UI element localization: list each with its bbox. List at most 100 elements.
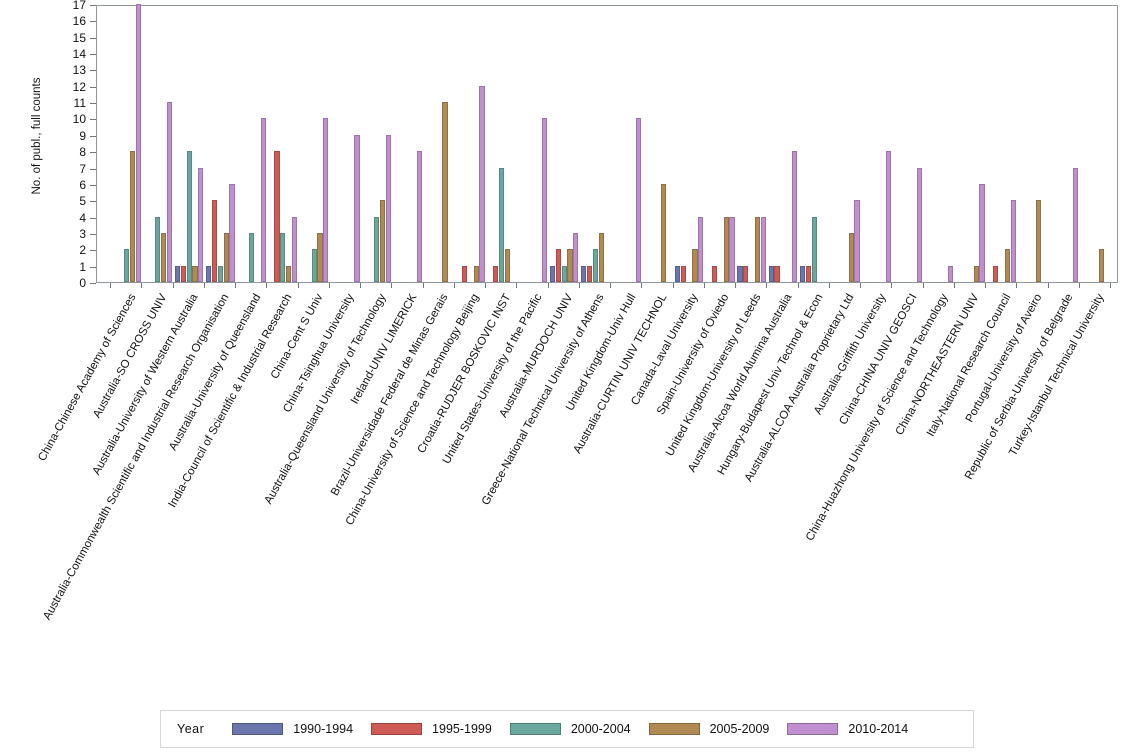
bar-group <box>1080 6 1111 282</box>
bar <box>161 232 167 282</box>
x-axis-tick-mark <box>547 283 549 288</box>
legend-item[interactable]: 1995-1999 <box>371 722 492 736</box>
bar <box>385 134 391 282</box>
x-axis-tick-label-text: Brazil-Universidade Federal de Minas Ger… <box>329 292 451 498</box>
bar-group <box>924 6 955 282</box>
bar <box>217 265 223 282</box>
y-axis-tick-label: 10 <box>72 112 86 127</box>
bar-group <box>392 6 423 282</box>
y-axis-tick-mark <box>90 37 96 39</box>
bar <box>1010 200 1016 282</box>
x-axis-tick-mark <box>578 283 580 288</box>
x-axis-tick-mark <box>797 283 799 288</box>
y-axis-tick-label: 9 <box>79 128 86 143</box>
x-axis-tick-mark <box>891 283 893 288</box>
y-axis-tick-label: 12 <box>72 79 86 94</box>
legend-item[interactable]: 2005-2009 <box>648 722 769 736</box>
x-axis-tick-mark <box>610 283 611 288</box>
y-axis-title: No. of publ., full counts <box>31 77 43 195</box>
bar <box>291 216 298 282</box>
bar <box>737 265 743 282</box>
y-axis-tick-mark <box>90 152 96 154</box>
bar <box>374 216 380 282</box>
bar <box>166 102 173 282</box>
x-axis-tick-mark <box>328 283 330 288</box>
bar <box>223 232 229 282</box>
bar <box>805 265 811 282</box>
x-axis-tick-mark <box>1110 283 1111 288</box>
y-axis-tick-label: 11 <box>73 96 86 111</box>
bar <box>561 265 567 282</box>
y-axis-tick-label: 1 <box>79 259 86 274</box>
bar <box>479 85 485 282</box>
bar-group <box>236 6 267 282</box>
x-axis-tick-mark <box>1016 283 1018 288</box>
y-axis-tick-mark <box>90 233 96 235</box>
bar <box>249 232 255 282</box>
y-axis-tick-mark <box>90 54 96 56</box>
plot-area <box>96 4 1118 283</box>
bar-group <box>455 6 486 282</box>
y-axis-tick-mark <box>90 86 96 88</box>
bar <box>799 265 806 282</box>
y-axis-tick-mark <box>90 119 96 121</box>
legend-label: 2010-2014 <box>848 722 909 736</box>
bar-group <box>549 6 580 282</box>
y-axis-tick-label: 4 <box>79 210 86 225</box>
bar <box>274 151 280 282</box>
x-axis-tick-mark <box>922 283 924 288</box>
bar <box>186 151 192 282</box>
bar-series-container <box>97 4 1117 282</box>
bar-group <box>330 6 361 282</box>
bar <box>555 249 561 282</box>
y-axis-tick-mark <box>90 135 96 137</box>
bar <box>711 265 718 282</box>
bar-group <box>767 6 798 282</box>
bar-group <box>424 6 455 282</box>
bar <box>211 200 218 282</box>
bar-group <box>111 4 142 282</box>
x-axis-tick-mark <box>141 283 143 288</box>
legend-color-swatch <box>509 723 561 735</box>
legend-item[interactable]: 2010-2014 <box>787 722 908 736</box>
x-axis-tick-marks <box>96 283 1118 289</box>
x-axis-tick-mark <box>172 283 174 288</box>
x-axis-tick-mark <box>266 283 268 288</box>
x-axis-tick-mark <box>203 283 205 288</box>
bar <box>198 167 204 282</box>
bar <box>416 151 423 282</box>
y-axis-tick-label: 2 <box>79 243 86 258</box>
legend-item[interactable]: 2000-2004 <box>509 722 631 736</box>
bar <box>592 249 598 282</box>
legend-item[interactable]: 1990-1994 <box>232 722 353 736</box>
y-axis-tick-mark <box>90 266 96 268</box>
legend-label: 1995-1999 <box>432 722 492 736</box>
bar <box>354 134 360 282</box>
legend-label: 2000-2004 <box>570 722 631 736</box>
legend-color-swatch <box>648 723 700 735</box>
bar-group <box>486 6 517 282</box>
bar <box>729 216 735 282</box>
bar-group <box>861 6 892 282</box>
bar <box>754 216 760 282</box>
bar <box>692 249 698 282</box>
x-axis-tick-mark <box>235 283 236 288</box>
bar <box>192 265 198 282</box>
bar-group <box>361 6 392 282</box>
legend-label: 1990-1994 <box>293 722 354 736</box>
x-axis-tick-mark <box>953 283 955 288</box>
x-axis-tick-mark <box>641 283 643 288</box>
bar <box>124 249 130 282</box>
bar-group <box>611 6 642 282</box>
x-axis-tick-label-text: Greece-National Technical University of … <box>480 292 607 508</box>
y-axis-tick-mark <box>90 217 96 219</box>
bar <box>635 118 641 282</box>
bar-group <box>799 6 830 282</box>
x-axis-tick-mark <box>297 283 299 288</box>
legend: Year 1990-1994 1995-1999 2000-2004 2005-200… <box>160 710 974 748</box>
bar <box>979 183 985 282</box>
x-axis-labels: China-Chinese Academy of Sciences Austral… <box>0 288 1134 698</box>
x-axis-tick-mark <box>360 283 361 288</box>
x-axis-tick-mark <box>766 283 768 288</box>
